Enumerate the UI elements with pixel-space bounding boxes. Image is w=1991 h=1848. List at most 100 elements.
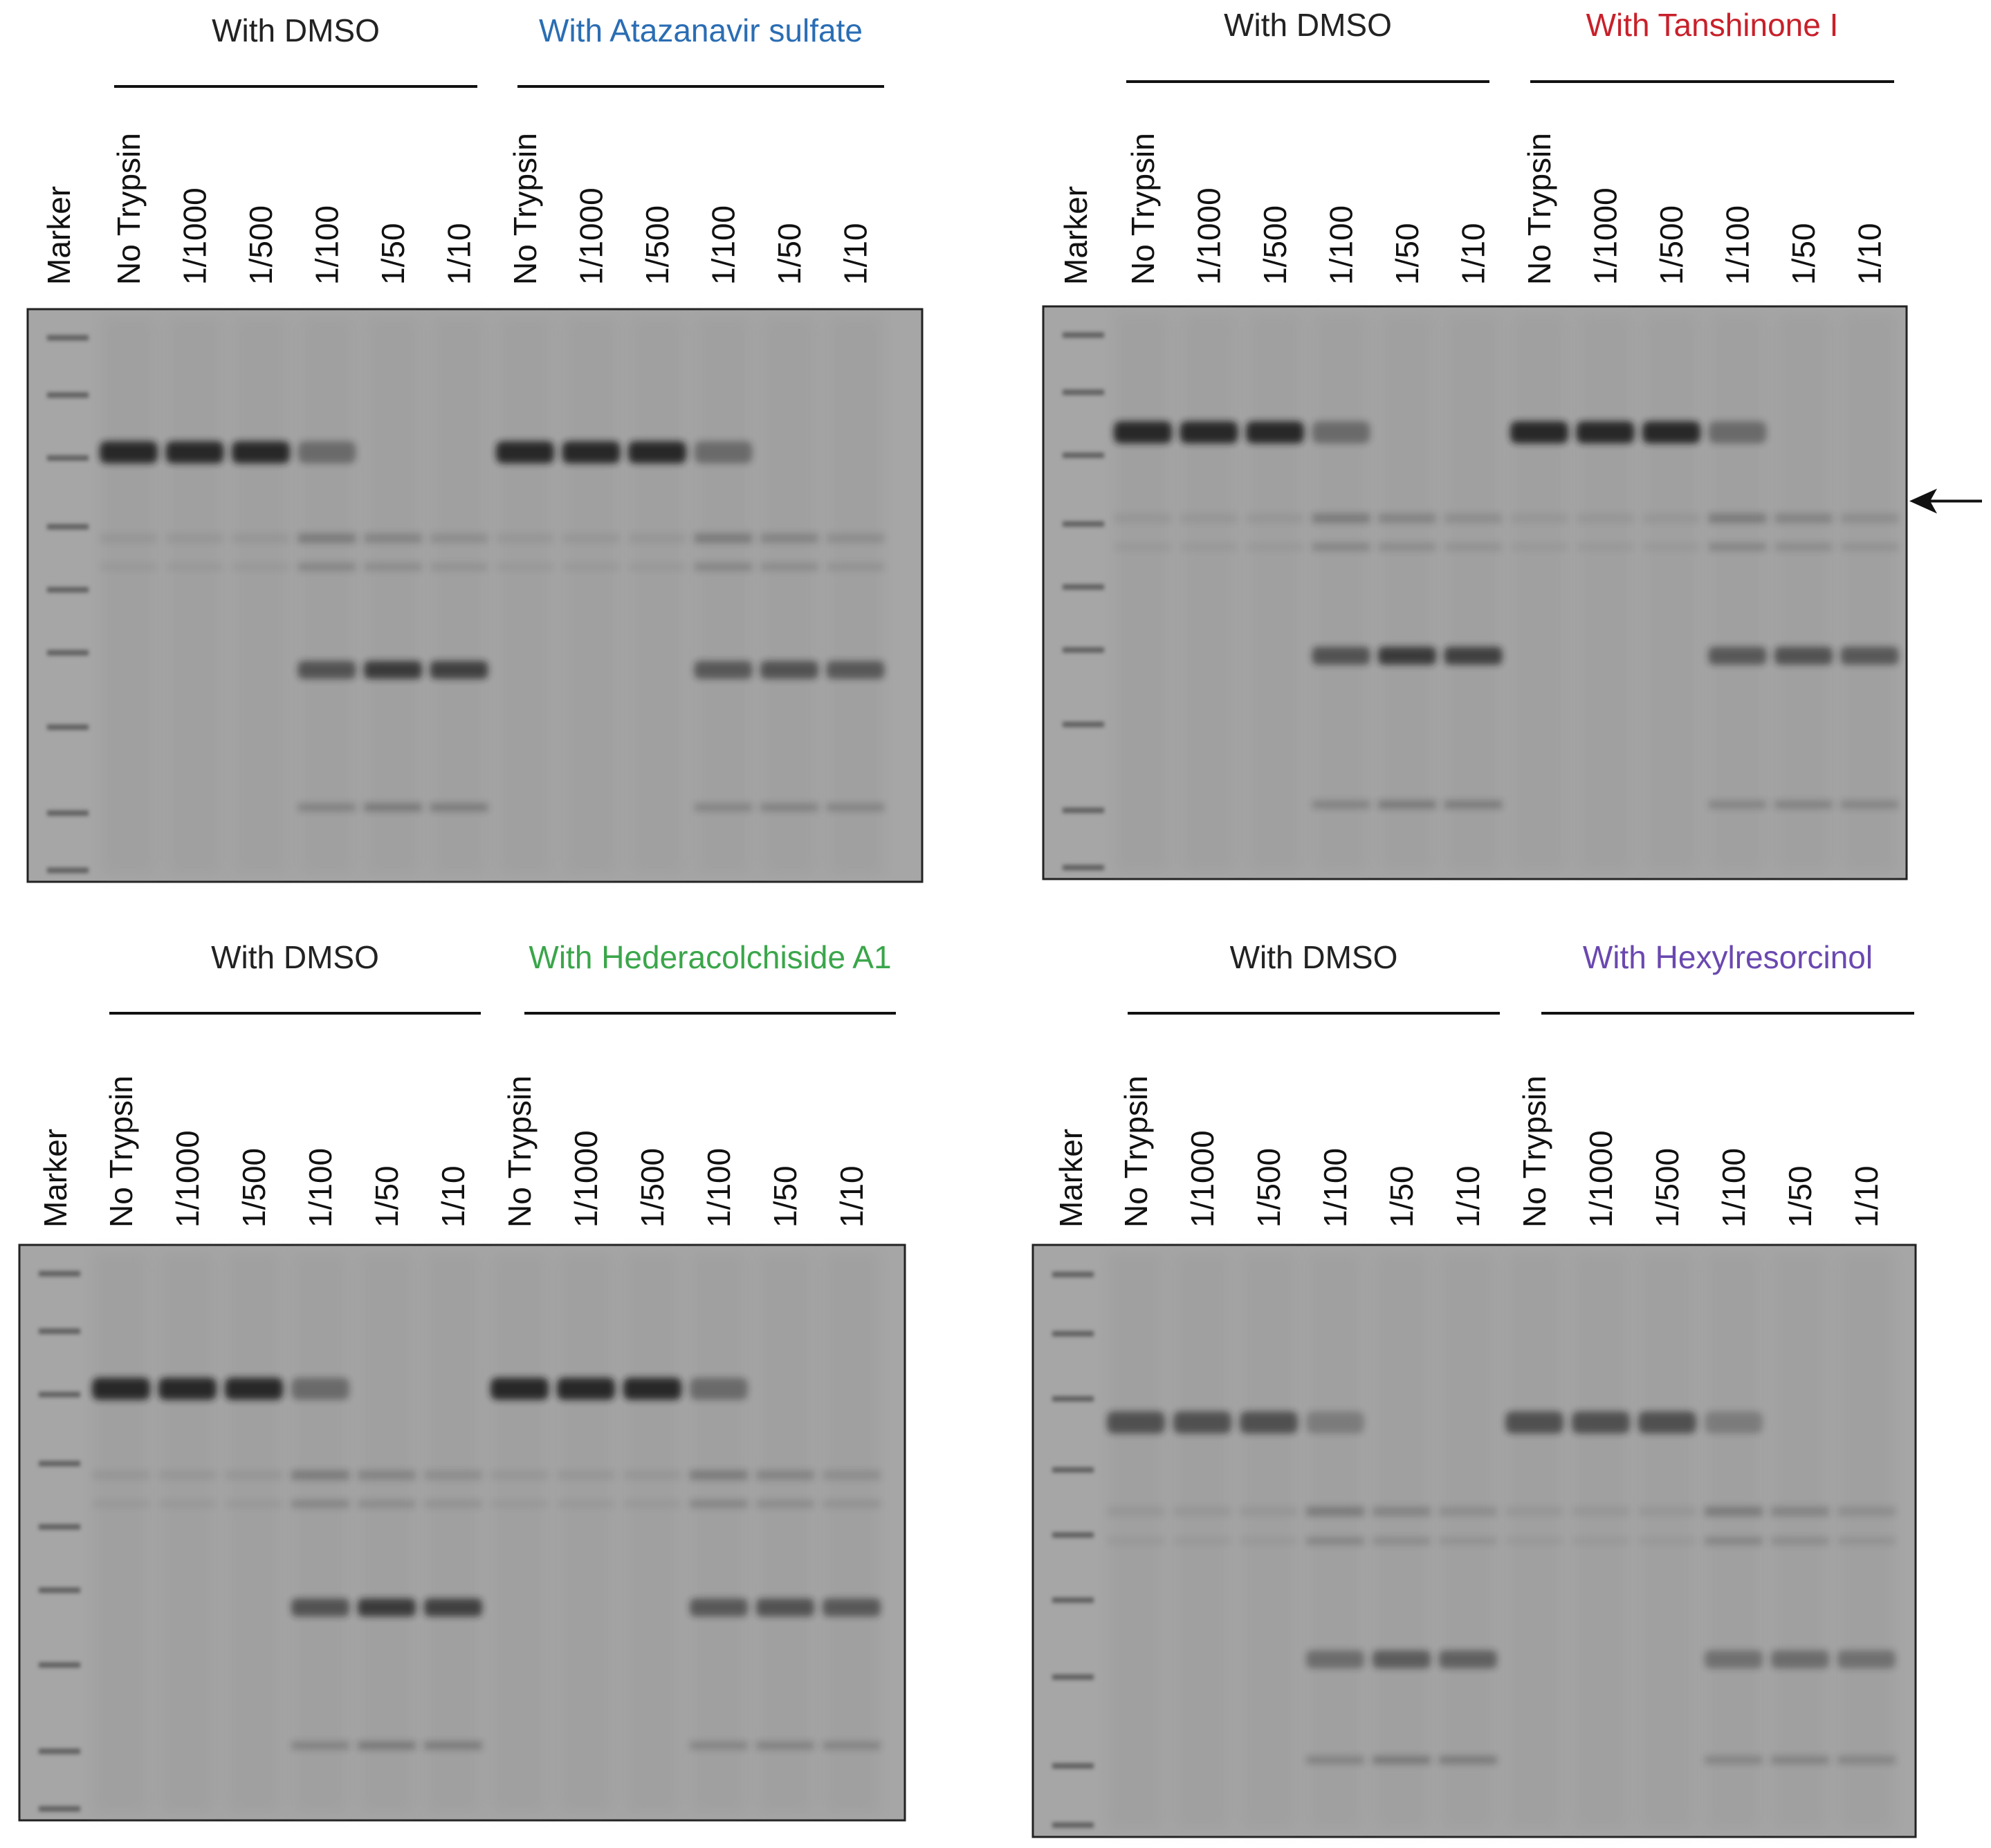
fragment-band <box>1837 1506 1896 1517</box>
lane-label: 1/100 <box>309 205 345 285</box>
lane-label: 1/50 <box>1782 1165 1818 1228</box>
compound-group-label: With Atazanavir sulfate <box>539 12 863 48</box>
protein-band <box>1642 421 1700 444</box>
fragment-band <box>165 533 224 544</box>
lane-label: 1/100 <box>1716 1148 1752 1228</box>
fragment-band <box>1771 1650 1829 1669</box>
lane-label: 1/50 <box>375 223 411 285</box>
fragment-band <box>562 562 621 571</box>
fragment-band <box>826 533 885 544</box>
lane-smear <box>1709 313 1765 872</box>
lane-label: 1/50 <box>1384 1165 1420 1228</box>
lane-smear <box>93 1252 149 1813</box>
lane-smear <box>1776 313 1831 872</box>
lane-smear <box>625 1252 680 1813</box>
marker-band <box>1052 1271 1094 1277</box>
protein-band <box>165 441 224 463</box>
lane-label: 1/100 <box>706 205 742 285</box>
compound-group-label: With Hexylresorcinol <box>1583 939 1873 975</box>
marker-band <box>47 524 89 530</box>
lane-smear <box>492 1252 547 1813</box>
fragment-band <box>1444 647 1503 665</box>
fragment-band <box>756 1598 814 1617</box>
control-group-label: With DMSO <box>212 12 380 48</box>
fragment-band <box>1505 1537 1563 1545</box>
lane-label: 1/1000 <box>1583 1130 1619 1228</box>
fragment-band <box>1771 1755 1829 1764</box>
lane-label: 1/10 <box>1450 1165 1486 1228</box>
fragment-band <box>623 1470 681 1480</box>
lane-label: 1/50 <box>771 223 807 285</box>
fragment-band <box>694 803 753 812</box>
protein-band <box>158 1378 217 1400</box>
fragment-band <box>358 1470 416 1480</box>
lane-smear <box>497 316 553 875</box>
protein-band <box>92 1378 150 1400</box>
marker-band <box>1063 865 1104 871</box>
lane-smear <box>827 316 883 875</box>
control-group-label: With DMSO <box>1224 7 1392 43</box>
lane-label: 1/1000 <box>1184 1130 1220 1228</box>
marker-band <box>39 1587 80 1593</box>
fragment-band <box>1840 647 1899 665</box>
lane-label: 1/500 <box>243 205 279 285</box>
protein-band <box>1306 1411 1364 1434</box>
lane-smear <box>824 1252 879 1813</box>
lane-smear <box>1181 313 1237 872</box>
fragment-band <box>158 1470 217 1480</box>
protein-band <box>1638 1411 1696 1434</box>
lane-label: 1/500 <box>1257 205 1293 285</box>
lane-label: 1/10 <box>1456 223 1492 285</box>
fragment-band <box>1306 1537 1364 1545</box>
fragment-band <box>1240 1537 1298 1545</box>
lane-smear <box>630 316 685 875</box>
lane-smear <box>758 1252 813 1813</box>
marker-band <box>47 455 89 461</box>
lane-label: 1/500 <box>236 1148 272 1228</box>
fragment-band <box>291 1598 349 1617</box>
lane-label: 1/100 <box>302 1148 338 1228</box>
fragment-band <box>1444 800 1503 809</box>
protein-band <box>1708 421 1767 444</box>
lane-label: No Trypsin <box>502 1075 538 1228</box>
lane-label: No Trypsin <box>1521 133 1557 285</box>
fragment-band <box>1312 800 1370 809</box>
lane-label: 1/50 <box>369 1165 405 1228</box>
gel-panel-3: With DMSO With Hederacolchiside A1 Marker N… <box>18 939 906 1822</box>
lane-smear <box>563 316 619 875</box>
marker-band <box>1052 1597 1094 1603</box>
lane-label: No Trypsin <box>1118 1075 1154 1228</box>
fragment-band <box>1705 1650 1763 1669</box>
protein-band <box>1180 421 1238 444</box>
fragment-band <box>490 1499 549 1508</box>
gel-panel-1: With DMSO With Atazanavir sulfate Marker No… <box>26 12 924 883</box>
fragment-band <box>756 1741 814 1750</box>
compound-group-label: With Hederacolchiside A1 <box>529 939 891 975</box>
fragment-band <box>1840 800 1899 809</box>
lane-smear <box>425 1252 481 1813</box>
fragment-band <box>1505 1506 1563 1517</box>
fragment-band <box>430 533 488 544</box>
fragment-band <box>1774 647 1833 665</box>
fragment-band <box>1708 542 1767 551</box>
fragment-band <box>1378 647 1436 665</box>
fragment-band <box>1837 1650 1896 1669</box>
lane-smear <box>1842 313 1898 872</box>
fragment-band <box>1705 1537 1763 1545</box>
fragment-band <box>760 660 818 679</box>
fragment-band <box>826 660 885 679</box>
protein-band <box>232 441 290 463</box>
lane-smear <box>558 1252 614 1813</box>
protein-band <box>100 441 158 463</box>
protein-band <box>496 441 554 463</box>
fragment-band <box>297 562 356 571</box>
lane-label: 1/100 <box>1720 205 1756 285</box>
marker-band <box>1052 1467 1094 1473</box>
protein-band <box>490 1378 549 1400</box>
lane-label: 1/50 <box>767 1165 803 1228</box>
lane-label: 1/500 <box>1649 1148 1685 1228</box>
lane-smear <box>1512 313 1567 872</box>
marker-band <box>47 649 89 656</box>
protein-band <box>694 441 753 463</box>
marker-band <box>1052 1331 1094 1337</box>
